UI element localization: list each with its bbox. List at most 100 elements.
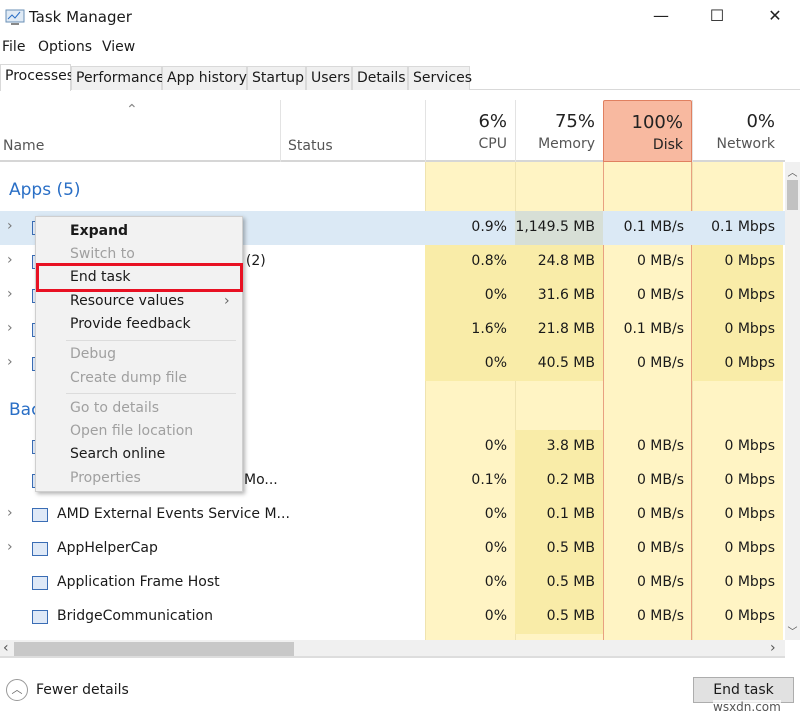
table-row[interactable]: BridgeCommunication 0% 0.5 MB 0 MB/s 0 Mbps [0,600,785,634]
network-cell: 0 Mbps [724,472,775,488]
disk-cell: 0 MB/s [636,472,684,488]
tab-startup[interactable]: Startup [247,66,306,90]
header-network[interactable]: 0% Network [692,100,783,162]
cpu-cell: 0% [484,608,507,624]
cpu-cell: 0.8% [425,245,515,279]
table-row[interactable]: › AppHelperCap 0% 0.5 MB 0 MB/s 0 Mbps [0,532,785,566]
tab-bar: Processes Performance App history Startu… [0,64,800,91]
context-menu-item: Go to details [70,400,160,416]
process-icon [32,542,48,556]
disk-cell: 0 MB/s [636,540,684,556]
disk-cell: 0 MB/s [636,506,684,522]
context-menu-item[interactable]: Resource values [70,293,185,309]
process-name: ) (2) [236,253,266,269]
process-icon [32,576,48,590]
sort-chevron-up-icon: ⌃ [126,102,138,118]
network-cell: 0 Mbps [692,313,783,347]
process-name: AMD External Events Service M... [57,506,290,522]
menu-options[interactable]: Options [38,39,93,55]
tab-services[interactable]: Services [408,66,472,90]
vertical-scrollbar[interactable]: ︿ ﹀ [785,162,800,640]
tab-performance[interactable]: Performance [71,66,165,90]
table-row[interactable]: Application Frame Host 0% 0.5 MB 0 MB/s 0 Mb… [0,566,785,600]
table-row[interactable]: › AMD External Events Service M... 0% 0.1 M… [0,498,785,532]
expand-chevron-icon[interactable]: › [7,286,13,302]
tab-app-history[interactable]: App history [162,66,247,90]
scroll-left-icon[interactable]: ‹ [3,640,9,656]
minimize-button[interactable]: — [653,6,669,25]
cpu-cell: 0% [484,506,507,522]
expand-chevron-icon[interactable]: › [7,320,13,336]
disk-cell: 0 MB/s [636,355,684,371]
process-name: BridgeCommunication [57,608,213,624]
hscrollbar-thumb[interactable] [14,642,294,656]
table-row[interactable]: ›) (2) 0.8% 24.8 MB 0 MB/s 0 Mbps [0,245,785,279]
header-disk[interactable]: 100% Disk [603,100,692,162]
context-menu-item[interactable]: Expand [70,223,129,239]
chevron-up-circle-icon[interactable]: ︿ [6,679,28,701]
network-cell: 0 Mbps [724,506,775,522]
memory-cell: 0.5 MB [515,566,603,600]
context-menu-item[interactable]: Search online [70,446,166,462]
horizontal-scrollbar[interactable]: ‹ › [0,640,785,658]
task-manager-icon [5,9,25,25]
table-row[interactable]: 0% 3.8 MB 0 MB/s 0 Mbps [0,430,785,464]
disk-cell: 0 MB/s [636,574,684,590]
context-menu-item[interactable]: End task [70,269,131,285]
maximize-button[interactable]: ☐ [709,6,725,25]
process-name: Application Frame Host [57,574,220,590]
memory-total: 75% [554,111,595,132]
scrollbar-thumb[interactable] [787,180,798,210]
expand-chevron-icon[interactable]: › [7,218,13,234]
fewer-details-link[interactable]: Fewer details [36,682,129,698]
expand-chevron-icon[interactable]: › [7,539,13,555]
disk-cell: 0.1 MB/s [603,211,692,245]
memory-cell: 31.6 MB [515,279,603,313]
expand-chevron-icon[interactable]: › [7,354,13,370]
window-title: Task Manager [29,8,132,26]
disk-cell: 0 MB/s [636,253,684,269]
scroll-right-icon[interactable]: › [770,640,776,656]
menu-file[interactable]: File [2,39,26,55]
menu-view[interactable]: View [102,39,136,55]
header-status-label: Status [288,138,333,154]
scroll-down-icon[interactable]: ﹀ [787,627,798,638]
cpu-cell: 0% [484,574,507,590]
memory-cell: 0.5 MB [515,532,603,566]
close-button[interactable]: ✕ [768,6,782,25]
expand-chevron-icon[interactable]: › [7,505,13,521]
context-menu-item: Switch to [70,246,135,262]
network-cell: 0 Mbps [724,540,775,556]
memory-cell: 0.2 MB [515,464,603,498]
header-cpu[interactable]: 6% CPU [425,100,515,162]
header-memory[interactable]: 75% Memory [515,100,603,162]
table-row[interactable]: › 0% 40.5 MB 0 MB/s 0 Mbps [0,347,785,381]
memory-cell: 3.8 MB [515,430,603,464]
disk-cell: 0 MB/s [636,438,684,454]
table-row[interactable]: › 1.6% 21.8 MB 0.1 MB/s 0 Mbps [0,313,785,347]
disk-cell: 0.1 MB/s [623,321,684,337]
table-row[interactable]: › 0% 31.6 MB 0 MB/s 0 Mbps [0,279,785,313]
disk-label: Disk [652,137,683,153]
header-status[interactable]: Status [280,100,425,162]
cpu-total: 6% [478,111,507,132]
tab-users[interactable]: Users [306,66,352,90]
process-name: Mo... [244,472,278,488]
memory-label: Memory [538,136,595,152]
header-name[interactable]: Name [0,100,280,162]
header-name-label: Name [3,138,45,154]
network-total: 0% [746,111,775,132]
end-task-highlight-box [36,263,243,292]
network-cell: 0 Mbps [724,438,775,454]
cpu-cell: 0% [484,540,507,556]
expand-chevron-icon[interactable]: › [7,252,13,268]
scroll-up-icon[interactable]: ︿ [787,168,798,179]
group-apps: Apps (5) [9,180,81,200]
submenu-arrow-icon: › [224,293,230,309]
tab-details[interactable]: Details [352,66,408,90]
network-label: Network [716,136,775,152]
context-menu-item: Debug [70,346,117,362]
tab-processes[interactable]: Processes [0,64,74,91]
context-menu-item[interactable]: Provide feedback [70,316,191,332]
memory-cell: 1,149.5 MB [515,211,603,245]
